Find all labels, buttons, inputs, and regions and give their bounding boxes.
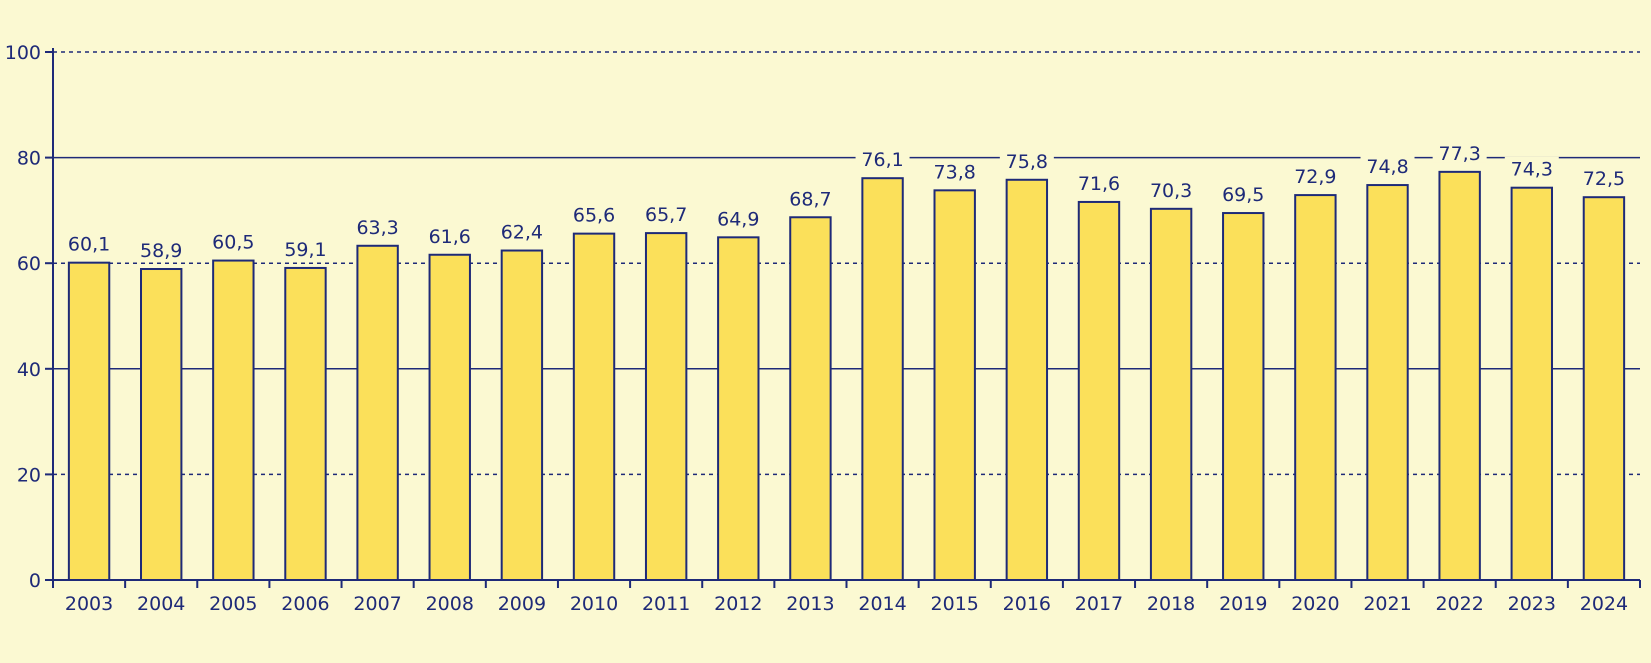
- data-label: 63,3: [356, 217, 398, 239]
- data-label: 71,6: [1078, 173, 1120, 195]
- x-tick-label: 2007: [353, 593, 401, 615]
- bar: [1149, 207, 1193, 581]
- labels-layer: 0 20 40 60 80 100 60,1 2003 58,9 2004 60,5 2005 59,1…: [5, 42, 1631, 615]
- x-tick-label: 2022: [1435, 593, 1483, 615]
- y-tick-label: 20: [17, 464, 41, 486]
- data-label: 64,9: [717, 208, 759, 230]
- x-tick-label: 2003: [65, 593, 113, 615]
- data-label-background: [1576, 166, 1631, 189]
- bar: [572, 232, 616, 582]
- data-label-background: [350, 214, 405, 237]
- x-tick-label: 2013: [786, 593, 834, 615]
- x-tick-label: 2014: [858, 593, 906, 615]
- bar: [1510, 186, 1553, 581]
- data-label: 72,9: [1294, 166, 1336, 188]
- bar: [212, 259, 255, 581]
- data-label: 69,5: [1222, 184, 1264, 206]
- bar: [1294, 194, 1337, 581]
- data-label-background: [494, 219, 549, 242]
- data-label-background: [278, 236, 333, 259]
- bar: [861, 177, 904, 582]
- data-label-background: [1071, 170, 1126, 193]
- x-tick-label: 2021: [1363, 593, 1411, 615]
- data-label-background: [1360, 154, 1415, 177]
- x-tick-label: 2008: [426, 593, 474, 615]
- data-label-background: [639, 202, 694, 225]
- bar: [1222, 212, 1265, 581]
- data-label-background: [855, 147, 910, 170]
- data-label: 61,6: [429, 226, 471, 248]
- data-label: 60,1: [68, 234, 110, 256]
- bar: [1005, 178, 1049, 581]
- bar: [1366, 184, 1409, 581]
- data-label-background: [134, 238, 189, 261]
- x-tick-label: 2017: [1075, 593, 1123, 615]
- data-label-background: [206, 229, 261, 252]
- bar: [140, 268, 183, 581]
- data-label: 68,7: [789, 188, 831, 210]
- x-tick-label: 2024: [1580, 593, 1628, 615]
- bar: [1438, 170, 1481, 582]
- x-tick-label: 2023: [1508, 593, 1556, 615]
- data-label: 65,7: [645, 204, 687, 226]
- data-label: 76,1: [861, 149, 903, 171]
- data-label-background: [1504, 156, 1559, 179]
- bar: [428, 253, 471, 581]
- x-tick-label: 2006: [281, 593, 329, 615]
- bar: [1077, 200, 1121, 581]
- data-label-background: [1216, 182, 1271, 205]
- data-label-background: [711, 206, 766, 229]
- data-label: 75,8: [1006, 151, 1048, 173]
- bar: [789, 216, 832, 581]
- data-label-background: [62, 231, 117, 254]
- data-label-background: [783, 186, 838, 209]
- data-label-background: [567, 202, 622, 225]
- data-label-background: [422, 223, 477, 246]
- axes-layer: [45, 48, 1641, 588]
- x-tick-label: 2011: [642, 593, 690, 615]
- x-tick-label: 2019: [1219, 593, 1267, 615]
- x-tick-label: 2009: [498, 593, 546, 615]
- data-label: 74,8: [1366, 156, 1408, 178]
- data-label: 62,4: [501, 222, 543, 244]
- bar: [67, 261, 111, 581]
- data-label: 60,5: [212, 232, 254, 254]
- y-tick-label: 60: [17, 253, 41, 275]
- bar: [933, 189, 976, 581]
- data-label-background: [1288, 164, 1343, 187]
- y-tick-label: 100: [5, 42, 41, 64]
- bar: [1582, 196, 1626, 581]
- bar: [356, 244, 399, 581]
- data-label-background: [1144, 177, 1199, 200]
- data-label-background: [927, 159, 982, 182]
- x-tick-label: 2015: [931, 593, 979, 615]
- data-label: 58,9: [140, 240, 182, 262]
- x-tick-label: 2018: [1147, 593, 1195, 615]
- data-label-background: [999, 148, 1054, 171]
- data-label-background: [1432, 140, 1487, 163]
- y-tick-label: 0: [29, 570, 41, 592]
- x-tick-label: 2012: [714, 593, 762, 615]
- bar: [644, 232, 688, 581]
- x-tick-label: 2005: [209, 593, 257, 615]
- data-label: 65,6: [573, 205, 615, 227]
- bars-layer: [67, 170, 1626, 582]
- x-tick-label: 2020: [1291, 593, 1339, 615]
- data-label: 59,1: [284, 239, 326, 261]
- x-tick-label: 2010: [570, 593, 618, 615]
- bar: [284, 266, 327, 581]
- bar: [717, 236, 760, 581]
- bar: [500, 249, 544, 581]
- data-label: 73,8: [934, 161, 976, 183]
- data-label: 74,3: [1511, 159, 1553, 181]
- data-label: 72,5: [1583, 168, 1625, 190]
- y-tick-label: 40: [17, 359, 41, 381]
- x-tick-label: 2016: [1003, 593, 1051, 615]
- data-label: 77,3: [1439, 143, 1481, 165]
- y-tick-label: 80: [17, 148, 41, 170]
- data-label: 70,3: [1150, 180, 1192, 202]
- x-tick-label: 2004: [137, 593, 185, 615]
